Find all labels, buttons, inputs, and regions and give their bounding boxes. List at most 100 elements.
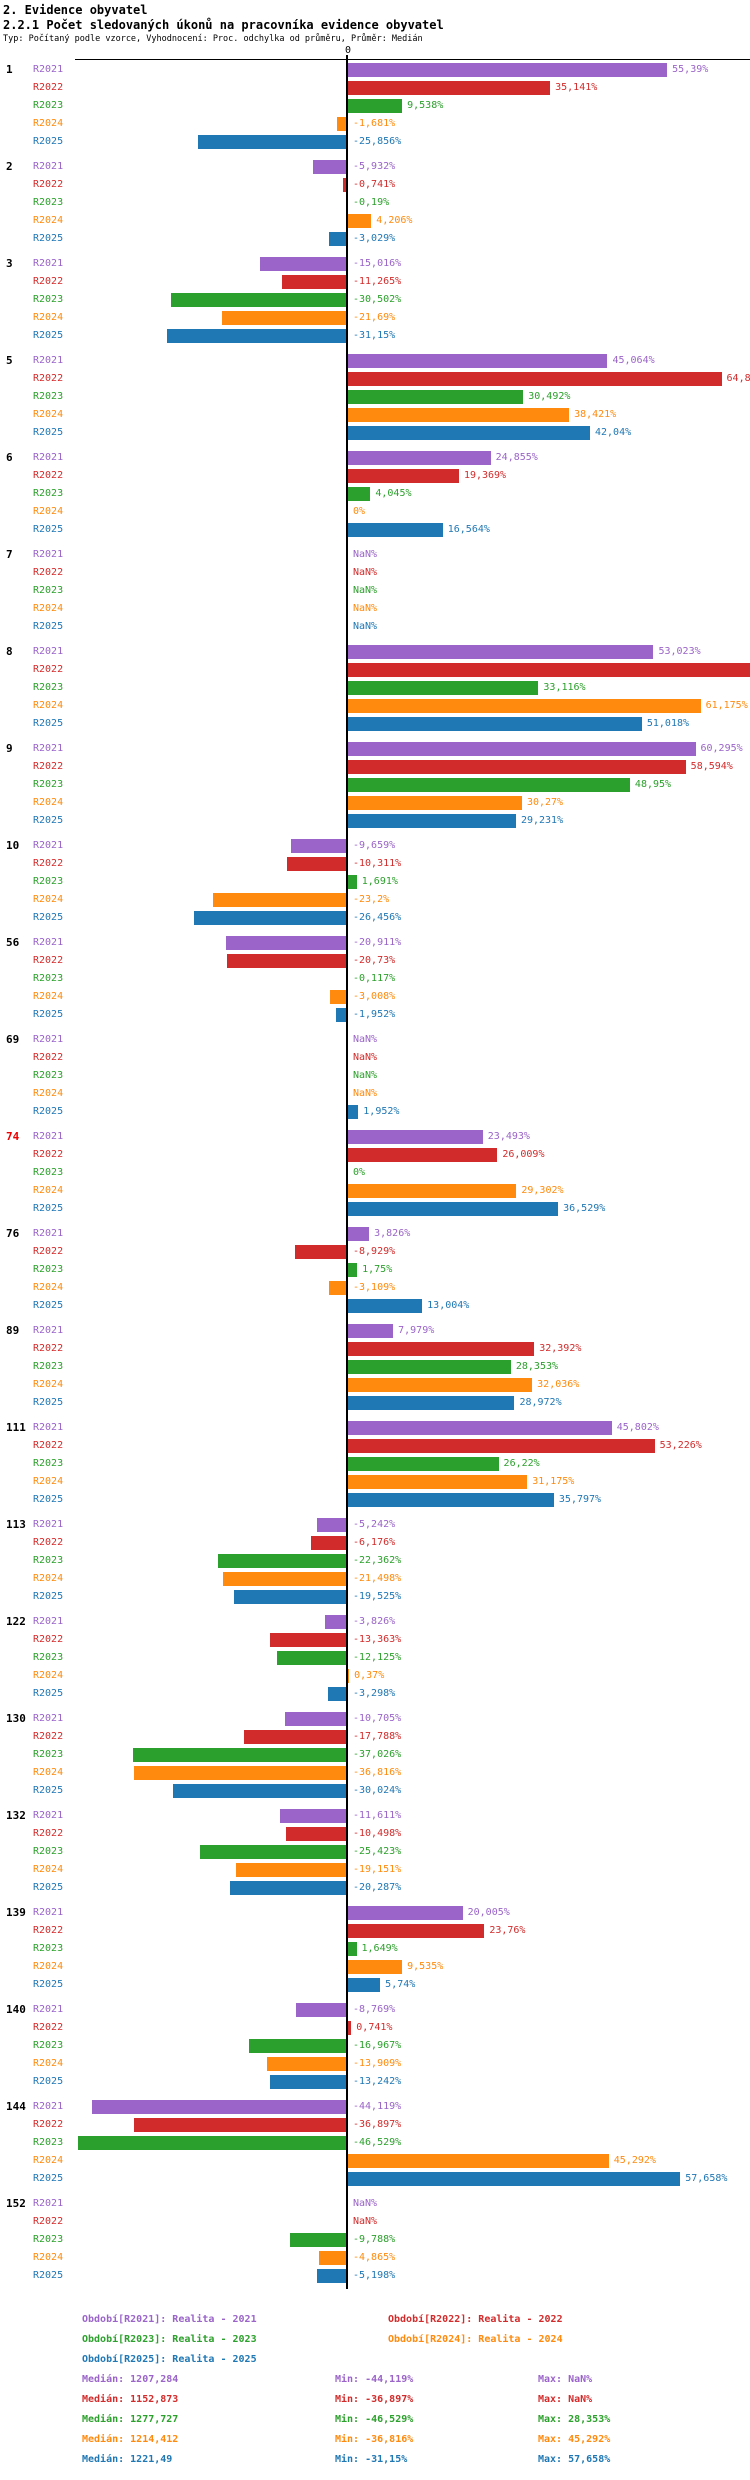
bar-r2024 [347, 408, 570, 422]
bar-r2023 [347, 1457, 499, 1471]
bar-r2024 [329, 1281, 347, 1295]
chart-row: R2023 -22,362% [0, 1552, 750, 1570]
value-label: NaN% [353, 2216, 378, 2227]
chart-row: R2023 1,649% [0, 1940, 750, 1958]
value-label: 57,658% [685, 2173, 728, 2184]
value-label: -13,909% [353, 2058, 402, 2069]
value-label: 0,37% [354, 1670, 385, 1681]
bar-r2021 [347, 63, 668, 77]
bar-r2025 [347, 1299, 423, 1313]
series-label-r2021: R2021 [33, 1034, 64, 1045]
series-label-r2021: R2021 [33, 1616, 64, 1627]
bar-r2023 [290, 2233, 347, 2247]
series-label-r2023: R2023 [33, 585, 64, 596]
chart-row: R2023 33,116% [0, 679, 750, 697]
chart-row: R2025 -1,952% [0, 1006, 750, 1024]
bar-group-89: 89 R2021 7,979% R2022 32,392% R2023 28,353% R20… [0, 1322, 750, 1412]
chart-row: R2024 NaN% [0, 1085, 750, 1103]
series-label-r2021: R2021 [33, 161, 64, 172]
series-label-r2024: R2024 [33, 1282, 64, 1293]
report-header: 2. Evidence obyvatel 2.2.1 Počet sledova… [0, 0, 750, 45]
series-label-r2023: R2023 [33, 2137, 64, 2148]
chart-row: 152 R2021 NaN% [0, 2195, 750, 2213]
chart-row: R2025 16,564% [0, 521, 750, 539]
bar-group-5: 5 R2021 45,064% R2022 64,8 R2023 30,492% R2024 3… [0, 352, 750, 442]
value-label: -3,109% [353, 1282, 396, 1293]
value-label: -12,125% [353, 1652, 402, 1663]
series-label-r2021: R2021 [33, 1519, 64, 1530]
series-label-r2023: R2023 [33, 2234, 64, 2245]
chart-meta-line: Typ: Počítaný podle vzorce, Vyhodnocení:… [3, 34, 423, 44]
chart-row: R2022 0,741% [0, 2019, 750, 2037]
bar-group-6: 6 R2021 24,855% R2022 19,369% R2023 4,045% R202… [0, 449, 750, 539]
legend-r2024: Období[R2024]: Realita - 2024 [388, 2334, 563, 2345]
chart-row: R2022 -36,897% [0, 2116, 750, 2134]
bar-r2023 [347, 390, 524, 404]
series-label-r2023: R2023 [33, 1167, 64, 1178]
bar-r2022 [347, 1148, 498, 1162]
chart-row: R2022 26,009% [0, 1146, 750, 1164]
value-label: 9,535% [407, 1961, 444, 1972]
bar-group-139: 139 R2021 20,005% R2022 23,76% R2023 1,649% R20… [0, 1904, 750, 1994]
value-label: -46,529% [353, 2137, 402, 2148]
value-label: -8,769% [353, 2004, 396, 2015]
bar-r2024 [212, 893, 347, 907]
bar-r2022 [227, 954, 347, 968]
chart-row: R2023 -0,117% [0, 970, 750, 988]
series-label-r2024: R2024 [33, 603, 64, 614]
chart-row: R2024 -21,498% [0, 1570, 750, 1588]
bar-r2022 [347, 372, 722, 386]
bar-r2023 [347, 487, 371, 501]
chart-row: R2022 NaN% [0, 2213, 750, 2231]
chart-row: R2025 28,972% [0, 1394, 750, 1412]
stat-median-r2022: Medián: 1152,873 [82, 2394, 179, 2405]
chart-row: 69 R2021 NaN% [0, 1031, 750, 1049]
group-number: 140 [6, 2003, 26, 2016]
bar-r2021 [347, 1324, 394, 1338]
value-label: 26,22% [503, 1458, 540, 1469]
chart-row: R2024 31,175% [0, 1473, 750, 1491]
value-label: -30,024% [353, 1785, 402, 1796]
series-label-r2024: R2024 [33, 1767, 64, 1778]
series-label-r2024: R2024 [33, 1573, 64, 1584]
value-label: -0,741% [353, 179, 396, 190]
series-label-r2022: R2022 [33, 664, 64, 675]
value-label: -11,265% [353, 276, 402, 287]
series-label-r2025: R2025 [33, 718, 64, 729]
chart-row: R2024 -21,69% [0, 309, 750, 327]
stat-min-r2022: Min: -36,897% [335, 2394, 414, 2405]
value-label: 38,421% [574, 409, 617, 420]
bar-r2025 [347, 1396, 515, 1410]
bar-r2024 [221, 311, 347, 325]
chart-row: R2025 NaN% [0, 618, 750, 636]
value-label: -9,788% [353, 2234, 396, 2245]
bar-r2025 [347, 523, 443, 537]
bar-group-7: 7 R2021 NaN% R2022 NaN% R2023 NaN% R2024 NaN% R20… [0, 546, 750, 636]
series-label-r2022: R2022 [33, 1440, 64, 1451]
group-number: 69 [6, 1033, 20, 1046]
chart-row: R2025 -13,242% [0, 2073, 750, 2091]
group-number: 74 [6, 1130, 20, 1143]
bar-r2025 [347, 1493, 554, 1507]
chart-row: 89 R2021 7,979% [0, 1322, 750, 1340]
bar-r2025 [347, 1202, 559, 1216]
series-label-r2023: R2023 [33, 488, 64, 499]
chart-row: R2024 0% [0, 503, 750, 521]
chart-row: R2024 4,206% [0, 212, 750, 230]
series-label-r2023: R2023 [33, 973, 64, 984]
series-label-r2023: R2023 [33, 197, 64, 208]
value-label: -19,525% [353, 1591, 402, 1602]
value-label: 26,009% [502, 1149, 545, 1160]
value-label: -16,967% [353, 2040, 402, 2051]
value-label: NaN% [353, 2198, 378, 2209]
value-label: 45,064% [612, 355, 655, 366]
value-label: -0,19% [353, 197, 390, 208]
bar-r2024 [347, 1475, 528, 1489]
group-number: 111 [6, 1421, 26, 1434]
value-label: 33,116% [543, 682, 586, 693]
chart-row: R2022 -10,498% [0, 1825, 750, 1843]
stat-max-r2024: Max: 45,292% [538, 2434, 611, 2445]
group-number: 113 [6, 1518, 26, 1531]
chart-row: R2022 -20,73% [0, 952, 750, 970]
value-label: 16,564% [447, 524, 490, 535]
